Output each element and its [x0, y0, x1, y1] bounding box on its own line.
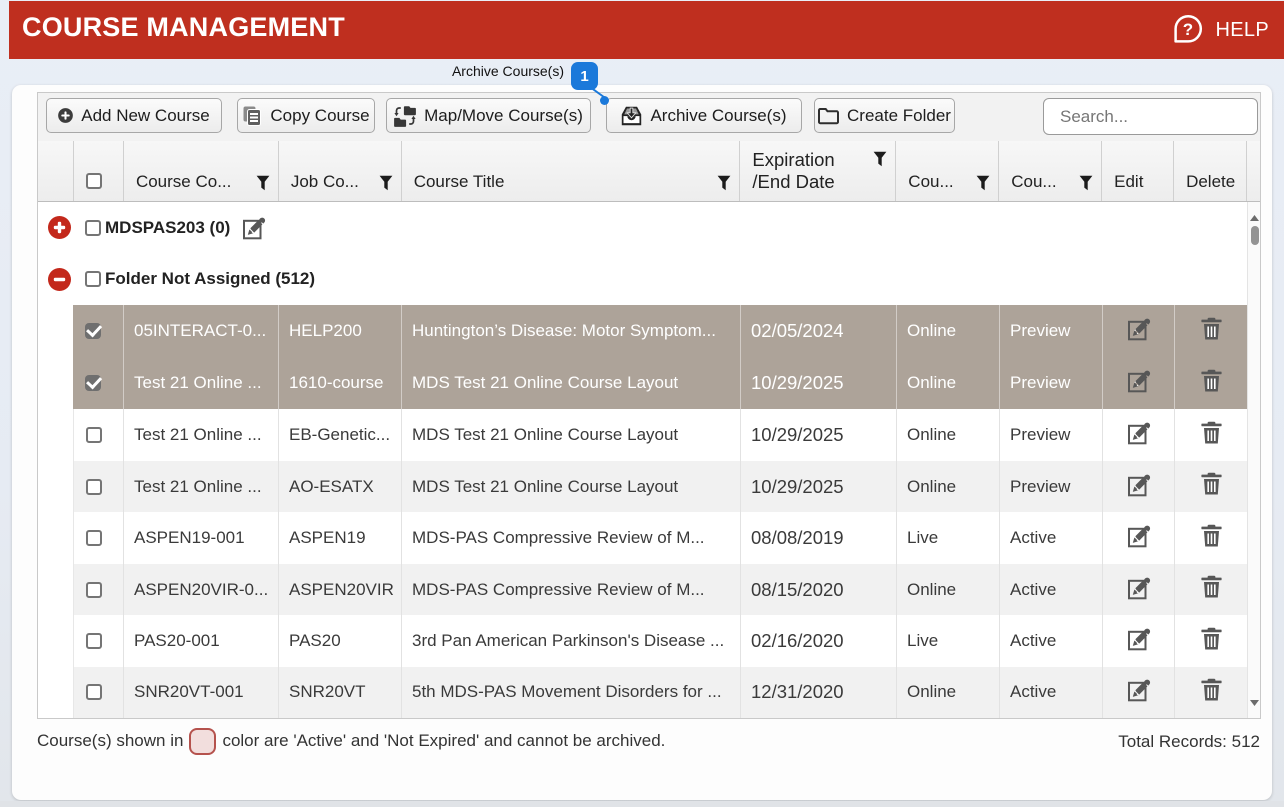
svg-text:?: ? — [1182, 20, 1192, 39]
